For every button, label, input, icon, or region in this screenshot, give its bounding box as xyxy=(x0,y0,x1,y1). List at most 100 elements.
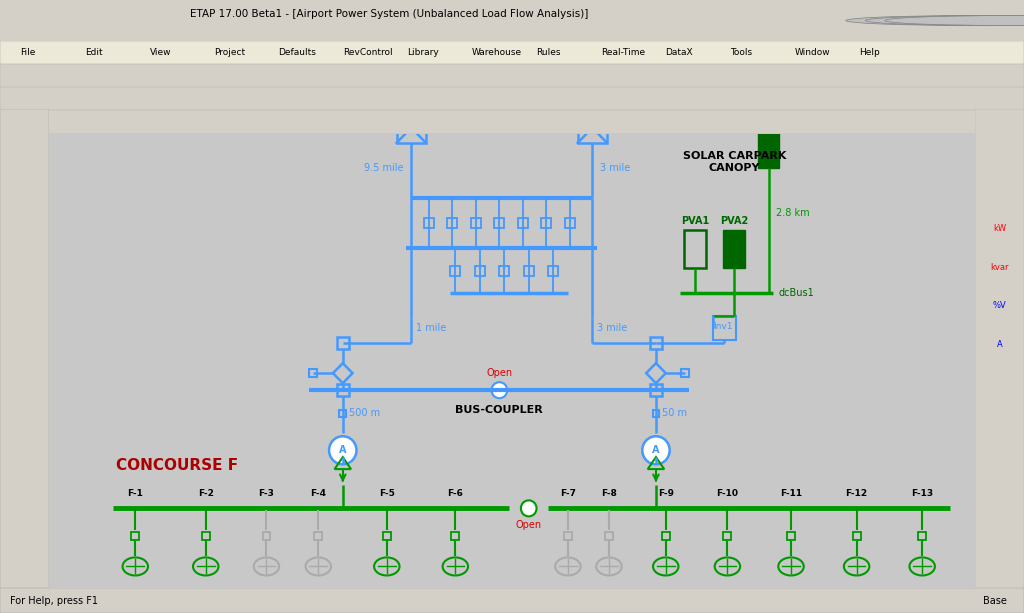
Bar xyxy=(650,337,662,349)
Text: Warehouse: Warehouse xyxy=(472,48,522,57)
Text: PVA2: PVA2 xyxy=(720,216,749,226)
Bar xyxy=(475,265,484,275)
Bar xyxy=(383,533,391,541)
Text: 3 mile: 3 mile xyxy=(600,163,631,173)
Text: F-1: F-1 xyxy=(127,489,143,498)
Bar xyxy=(262,533,270,541)
Bar xyxy=(713,316,736,340)
Text: Base: Base xyxy=(983,596,1007,606)
Bar xyxy=(424,218,434,228)
Bar xyxy=(542,218,551,228)
Text: File: File xyxy=(20,48,36,57)
Circle shape xyxy=(642,436,670,464)
Bar xyxy=(339,409,346,417)
Text: SOLAR CARPARK
CANOPY: SOLAR CARPARK CANOPY xyxy=(683,151,786,173)
Text: F-3: F-3 xyxy=(258,489,274,498)
Bar xyxy=(853,533,860,541)
Bar xyxy=(495,218,504,228)
Bar xyxy=(724,230,745,268)
Text: F-9: F-9 xyxy=(657,489,674,498)
Text: Project: Project xyxy=(214,48,245,57)
Bar xyxy=(564,533,571,541)
Text: F-6: F-6 xyxy=(447,489,463,498)
Text: kvar: kvar xyxy=(990,263,1009,272)
Text: View: View xyxy=(150,48,171,57)
Text: PVA3: PVA3 xyxy=(755,114,782,124)
Bar xyxy=(500,265,509,275)
Text: Open: Open xyxy=(516,520,542,530)
Text: UTILITY
SUBSTATION: UTILITY SUBSTATION xyxy=(477,84,556,106)
Text: F-4: F-4 xyxy=(310,489,327,498)
Text: dcBus1: dcBus1 xyxy=(778,288,814,298)
Circle shape xyxy=(865,15,1024,26)
Text: For Help, press F1: For Help, press F1 xyxy=(10,596,98,606)
Bar xyxy=(202,533,210,541)
Text: RevControl: RevControl xyxy=(343,48,392,57)
Text: Defaults: Defaults xyxy=(279,48,316,57)
Text: 3 mile: 3 mile xyxy=(597,323,628,333)
Text: Help: Help xyxy=(859,48,880,57)
Text: Real-Time: Real-Time xyxy=(601,48,645,57)
Text: F-7: F-7 xyxy=(560,489,575,498)
Text: Inv1: Inv1 xyxy=(713,322,732,330)
Text: Open: Open xyxy=(486,368,512,378)
Circle shape xyxy=(846,15,1024,26)
Text: F-13: F-13 xyxy=(911,489,933,498)
Text: DataX: DataX xyxy=(666,48,693,57)
Bar xyxy=(758,128,779,168)
Bar xyxy=(605,533,613,541)
Circle shape xyxy=(329,436,356,464)
Text: 50 m: 50 m xyxy=(662,408,687,418)
Bar xyxy=(681,369,689,377)
Bar xyxy=(451,265,460,275)
Circle shape xyxy=(492,382,507,398)
Bar xyxy=(650,384,662,396)
Bar xyxy=(662,533,670,541)
Bar xyxy=(565,218,574,228)
Text: F-8: F-8 xyxy=(601,489,616,498)
Bar xyxy=(471,218,481,228)
Text: Rules: Rules xyxy=(537,48,561,57)
Text: Window: Window xyxy=(795,48,830,57)
Text: PVA1: PVA1 xyxy=(681,216,710,226)
Text: A: A xyxy=(996,340,1002,349)
Text: BUS-COUPLER: BUS-COUPLER xyxy=(456,405,544,415)
Text: Tools: Tools xyxy=(730,48,753,57)
Text: A: A xyxy=(652,445,659,455)
Bar xyxy=(578,113,607,143)
Text: 9.5 mile: 9.5 mile xyxy=(364,163,403,173)
Bar xyxy=(919,533,926,541)
Bar xyxy=(447,218,458,228)
Text: 2.8 km: 2.8 km xyxy=(776,208,810,218)
Bar xyxy=(309,369,317,377)
Bar xyxy=(684,230,706,268)
Bar xyxy=(337,384,348,396)
Circle shape xyxy=(885,15,1024,26)
Bar xyxy=(548,265,558,275)
Text: F-12: F-12 xyxy=(846,489,867,498)
Text: F-5: F-5 xyxy=(379,489,394,498)
Bar xyxy=(452,533,459,541)
Bar xyxy=(396,113,426,143)
Bar xyxy=(652,409,659,417)
Text: F-11: F-11 xyxy=(780,489,802,498)
Text: 500 m: 500 m xyxy=(348,408,380,418)
Text: Edit: Edit xyxy=(85,48,102,57)
Text: kW: kW xyxy=(993,224,1006,234)
Text: CONCOURSE F: CONCOURSE F xyxy=(116,459,238,473)
Bar xyxy=(787,533,795,541)
Text: A: A xyxy=(339,445,346,455)
Text: F-10: F-10 xyxy=(717,489,738,498)
Circle shape xyxy=(521,500,537,516)
Text: Library: Library xyxy=(408,48,439,57)
Bar xyxy=(337,337,348,349)
Text: 1 mile: 1 mile xyxy=(416,323,446,333)
Text: F-2: F-2 xyxy=(198,489,214,498)
Bar xyxy=(518,218,527,228)
Bar xyxy=(524,265,534,275)
Bar xyxy=(131,533,139,541)
Bar xyxy=(314,533,323,541)
Text: %V: %V xyxy=(992,301,1007,310)
Text: ETAP 17.00 Beta1 - [Airport Power System (Unbalanced Load Flow Analysis)]: ETAP 17.00 Beta1 - [Airport Power System… xyxy=(189,9,589,20)
Bar xyxy=(724,533,731,541)
